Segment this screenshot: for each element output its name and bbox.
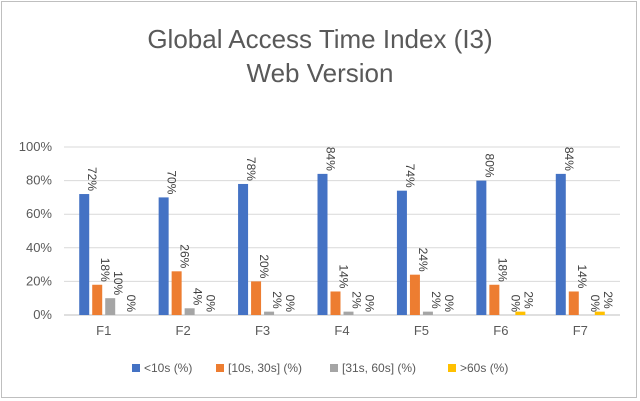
data-label: 14% xyxy=(575,264,589,288)
bar xyxy=(330,291,341,315)
data-label: 18% xyxy=(495,258,509,282)
data-label: 74% xyxy=(403,164,417,188)
bar xyxy=(422,311,433,315)
legend: <10s (%) [10s, 30s] (%) [31s, 60s] (%) >60s… xyxy=(132,361,508,375)
bar xyxy=(158,197,169,315)
bar xyxy=(184,308,195,315)
data-label: 2% xyxy=(601,291,615,309)
bar xyxy=(594,311,605,315)
chart-title-block: Global Access Time Index (I3) Web Versio… xyxy=(0,22,640,90)
x-tick-label: F4 xyxy=(334,323,349,338)
bar xyxy=(79,194,90,315)
x-tick-label: F1 xyxy=(96,323,111,338)
data-label: 70% xyxy=(165,170,179,194)
legend-swatch xyxy=(132,364,140,372)
x-tick-label: F7 xyxy=(573,323,588,338)
data-label: 84% xyxy=(324,147,338,171)
bar xyxy=(396,190,407,315)
x-axis-categories: F1 F2 F3 F4 F5 F6 F7 xyxy=(96,323,588,338)
legend-label: >60s (%) xyxy=(460,361,508,375)
data-label: 2% xyxy=(350,291,364,309)
data-label: 0% xyxy=(363,295,377,313)
bar xyxy=(515,311,526,315)
bar xyxy=(555,173,566,315)
data-label: 0% xyxy=(204,295,218,313)
bar xyxy=(409,274,420,315)
data-label: 0% xyxy=(588,295,602,313)
data-label: 2% xyxy=(270,291,284,309)
data-label: 2% xyxy=(521,291,535,309)
chart-title: Global Access Time Index (I3) xyxy=(147,24,493,54)
y-tick-label: 0% xyxy=(33,307,52,322)
y-tick-label: 40% xyxy=(26,240,52,255)
x-tick-label: F2 xyxy=(176,323,191,338)
y-tick-label: 100% xyxy=(19,139,53,154)
bar xyxy=(476,180,487,315)
data-label: 10% xyxy=(111,271,125,295)
data-label: 0% xyxy=(283,295,297,313)
legend-swatch xyxy=(330,364,338,372)
data-label: 72% xyxy=(85,167,99,191)
bar xyxy=(238,183,249,315)
chart-subtitle: Web Version xyxy=(246,58,394,88)
y-tick-label: 60% xyxy=(26,206,52,221)
data-label: 14% xyxy=(337,264,351,288)
bar xyxy=(251,281,262,315)
data-label: 0% xyxy=(442,295,456,313)
x-tick-label: F5 xyxy=(414,323,429,338)
data-label: 78% xyxy=(244,157,258,181)
legend-label: [31s, 60s] (%) xyxy=(342,361,416,375)
legend-swatch xyxy=(216,364,224,372)
y-tick-label: 80% xyxy=(26,173,52,188)
legend-label: <10s (%) xyxy=(144,361,192,375)
bar xyxy=(317,173,328,315)
data-label: 0% xyxy=(508,295,522,313)
data-label: 2% xyxy=(429,291,443,309)
bar xyxy=(105,298,116,315)
bar xyxy=(489,284,500,315)
data-label: 18% xyxy=(98,258,112,282)
data-labels: 72%18%10%0%70%26%4% 0%78%20%2% 0%84%14%2% 0… xyxy=(85,147,615,312)
legend-swatch xyxy=(448,364,456,372)
x-tick-label: F6 xyxy=(493,323,508,338)
y-axis-ticks: 0% 20% 40% 60% 80% 100% xyxy=(19,139,53,322)
data-label: 80% xyxy=(482,154,496,178)
bars xyxy=(79,173,605,315)
data-label: 84% xyxy=(562,147,576,171)
bar xyxy=(568,291,579,315)
bar xyxy=(264,311,275,315)
gridlines xyxy=(64,146,620,316)
data-label: 4% xyxy=(191,288,205,306)
data-label: 0% xyxy=(124,295,138,313)
bar xyxy=(171,271,182,315)
bar xyxy=(343,311,354,315)
data-label: 24% xyxy=(416,248,430,272)
bar xyxy=(92,284,103,315)
y-tick-label: 20% xyxy=(26,273,52,288)
data-label: 20% xyxy=(257,254,271,278)
data-label: 26% xyxy=(178,244,192,268)
x-tick-label: F3 xyxy=(255,323,270,338)
legend-label: [10s, 30s] (%) xyxy=(228,361,302,375)
